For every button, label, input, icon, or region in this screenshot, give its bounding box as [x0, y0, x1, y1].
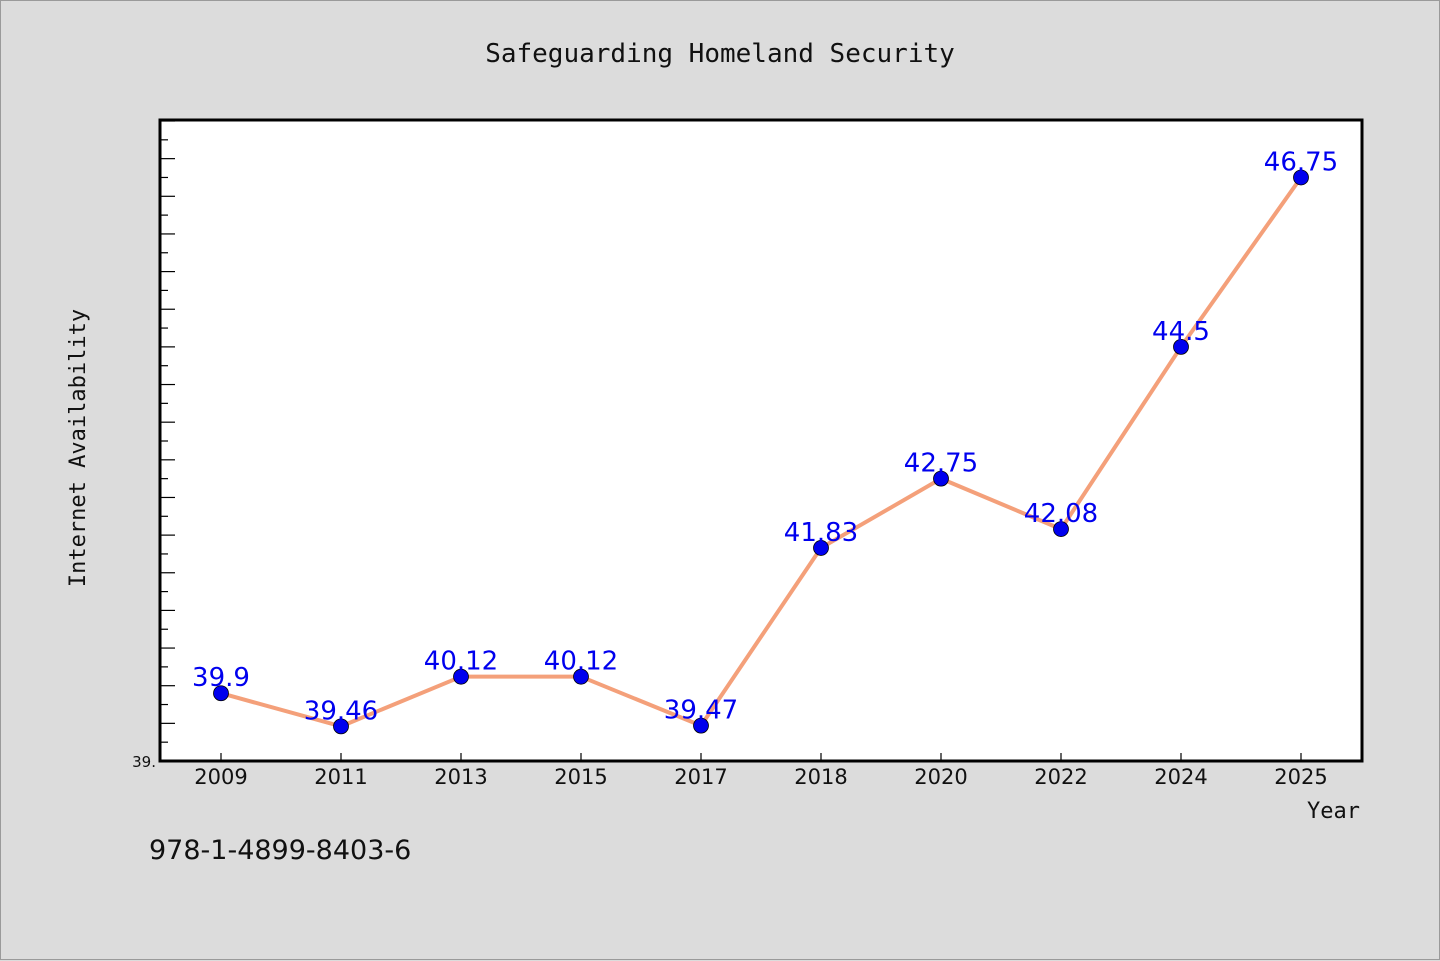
data-point [813, 540, 829, 556]
data-label: 39.9 [192, 663, 250, 693]
data-label: 40.12 [544, 647, 618, 677]
x-tick-label: 2011 [314, 765, 367, 789]
isbn-text: 978-1-4899-8403-6 [149, 835, 412, 866]
y-tick-label: 39. [132, 753, 156, 771]
data-point [933, 470, 949, 487]
data-point [693, 717, 709, 734]
x-tick-label: 2020 [914, 765, 967, 789]
x-tick-label: 2015 [554, 765, 607, 789]
series-group: 39.9 39.46 40.12 40.12 39.47 41.83 42.75 42.08 4… [192, 147, 1338, 735]
plot-area [158, 118, 1364, 763]
data-label: 42.08 [1024, 499, 1098, 529]
series-line [220, 176, 1303, 729]
data-label: 41.83 [784, 518, 858, 548]
data-point [1053, 521, 1069, 537]
data-point [573, 668, 589, 685]
x-tick-label: 2024 [1154, 765, 1207, 789]
data-point [213, 685, 229, 702]
data-point [333, 718, 349, 735]
x-tick-label: 2018 [794, 765, 847, 789]
data-point [1293, 169, 1309, 186]
y-axis-ticks [161, 120, 175, 762]
x-tick-label: 2013 [434, 765, 487, 789]
chart-title: Safeguarding Homeland Security [485, 39, 955, 69]
data-label: 39.47 [664, 696, 738, 726]
x-axis-ticks: 2009 2011 2013 2015 2017 2018 2020 2022 2024 2025 [194, 753, 1328, 789]
data-label: 42.75 [904, 449, 978, 479]
x-tick-label: 2025 [1274, 765, 1327, 789]
x-tick-label: 2017 [674, 765, 727, 789]
x-tick-label: 2022 [1034, 765, 1087, 789]
x-axis-label: Year [1307, 799, 1360, 824]
data-label: 46.75 [1264, 147, 1338, 177]
data-label: 39.46 [304, 696, 378, 726]
data-label: 40.12 [424, 647, 498, 677]
y-axis-label: Internet Availability [66, 309, 91, 587]
x-tick-label: 2009 [194, 765, 247, 789]
data-point [1173, 338, 1189, 355]
data-point [453, 668, 469, 685]
data-label: 44.5 [1152, 317, 1210, 347]
